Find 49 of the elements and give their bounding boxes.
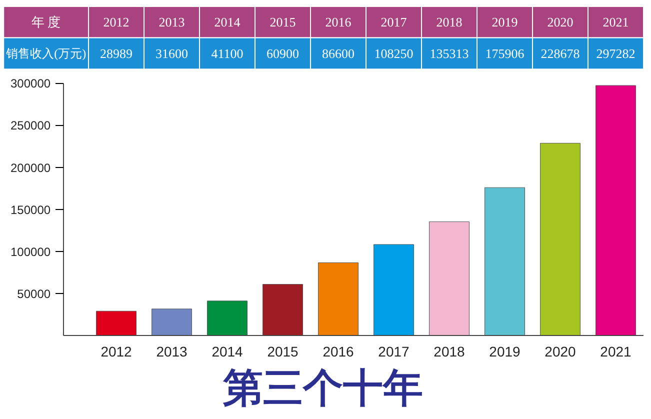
x-tick-label: 2012: [100, 344, 132, 360]
data-label: 175906: [485, 46, 525, 61]
data-label: 41100: [211, 46, 244, 61]
bar: [262, 284, 303, 336]
data-label: 297282: [596, 46, 636, 61]
text: 第三个十年: [222, 366, 423, 410]
bar: [596, 85, 636, 336]
bar: [318, 262, 358, 336]
data-label: 86600: [322, 46, 355, 61]
x-tick-label: 2013: [156, 344, 188, 360]
x-tick-label: 2019: [489, 344, 521, 360]
y-tick-label: 200000: [10, 160, 51, 175]
x-tick-label: 2017: [378, 344, 410, 360]
bar: [374, 244, 414, 336]
x-tick-label: 2021: [600, 344, 632, 360]
category-label: 2012: [103, 14, 130, 30]
x-tick-label: 2018: [434, 344, 466, 360]
bar: [96, 310, 136, 336]
category-label: 2013: [158, 14, 185, 30]
data-label: 135313: [430, 46, 469, 61]
y-tick-label: 100000: [10, 244, 51, 259]
bar: [207, 300, 248, 336]
bar: [429, 221, 470, 336]
x-tick-label: 2016: [322, 344, 354, 360]
y-tick-label: 250000: [10, 118, 51, 133]
bar: [152, 308, 192, 336]
category-label: 2020: [547, 14, 574, 30]
category-label: 2021: [602, 14, 629, 30]
y-tick-label: 50000: [17, 286, 51, 301]
x-tick-label: 2020: [544, 344, 576, 360]
y-tick-label: 300000: [10, 76, 51, 91]
data-label: 31600: [156, 46, 188, 61]
category-label: 2019: [492, 14, 518, 30]
data-label: 108250: [374, 46, 414, 61]
bar: [540, 142, 580, 336]
data-label: 228678: [540, 46, 580, 61]
bar: [484, 187, 525, 336]
category-label: 2015: [270, 14, 296, 30]
x-tick-label: 2014: [212, 344, 244, 360]
y-tick-label: 150000: [10, 202, 51, 217]
text: 销售收入(万元): [5, 46, 86, 60]
category-label: 2014: [214, 14, 240, 30]
data-label: 60900: [266, 46, 300, 61]
category-label: 2018: [436, 14, 462, 30]
text: 年 度: [31, 14, 61, 30]
x-tick-label: 2015: [267, 344, 299, 360]
category-label: 2016: [325, 14, 352, 30]
data-label: 28989: [100, 46, 133, 61]
category-label: 2017: [380, 14, 407, 30]
